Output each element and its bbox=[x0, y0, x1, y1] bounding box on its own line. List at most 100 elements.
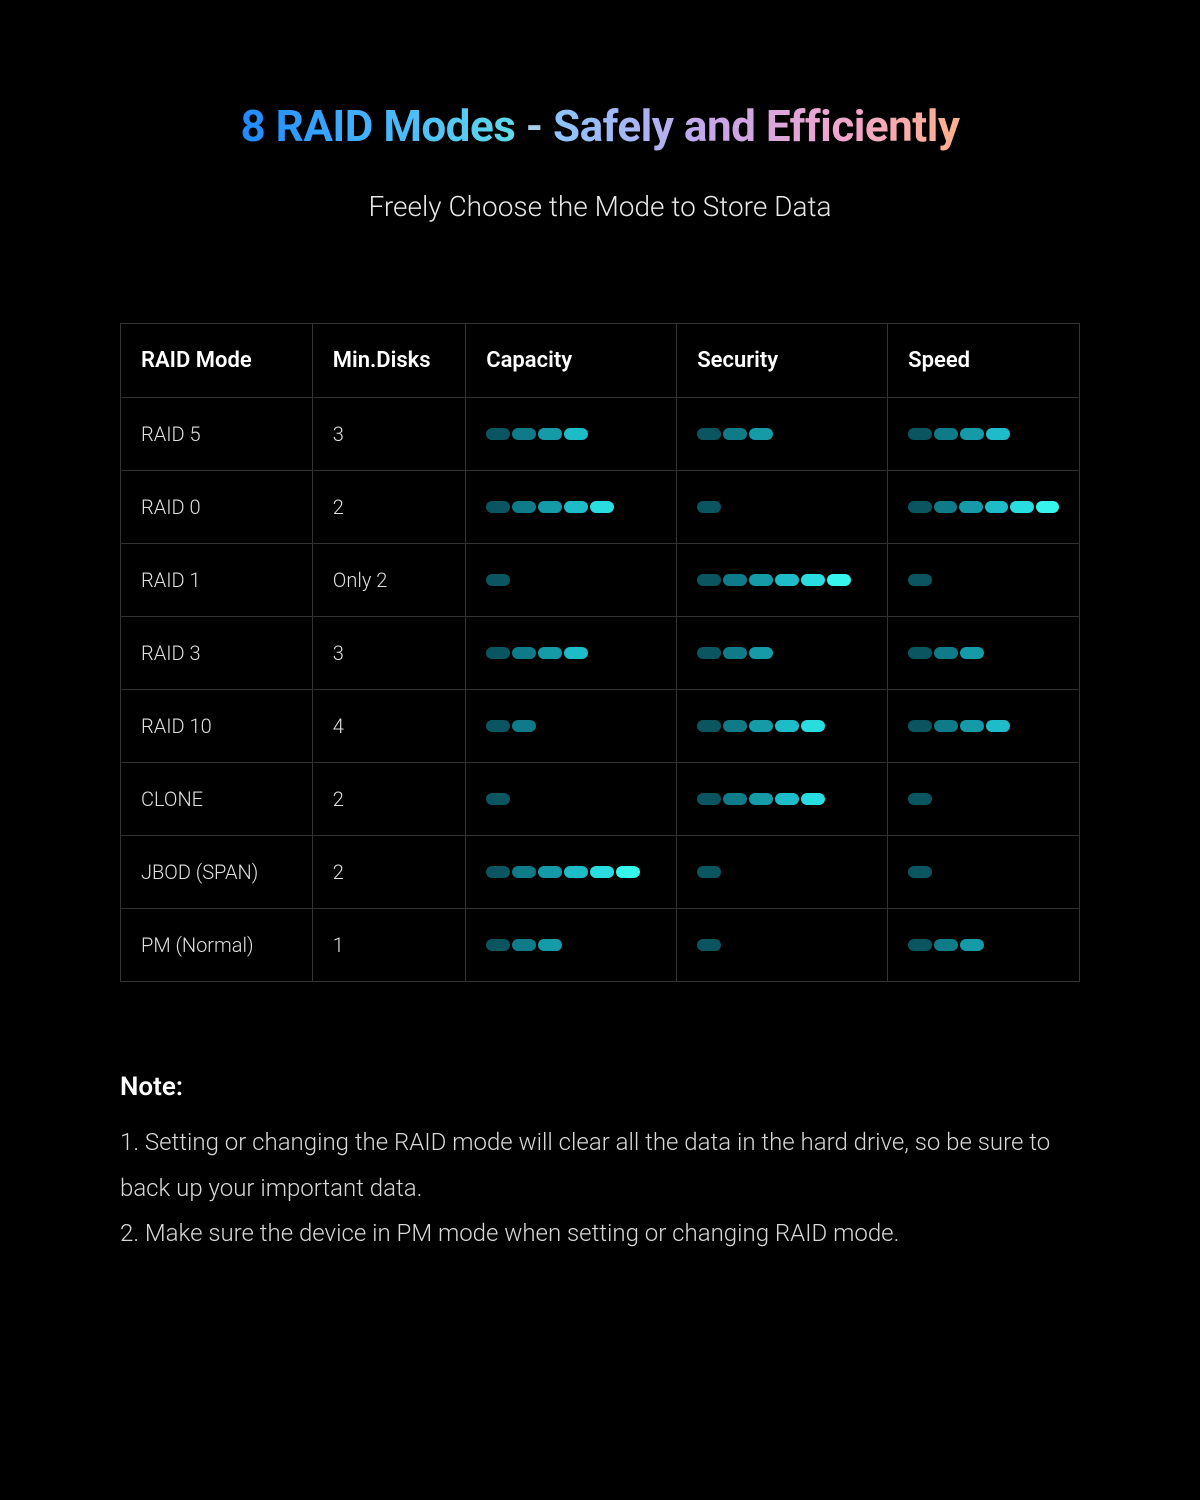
cell-security bbox=[677, 909, 888, 982]
rating-segment bbox=[801, 574, 825, 586]
col-header-capacity: Capacity bbox=[466, 324, 677, 398]
cell-capacity bbox=[466, 471, 677, 544]
cell-mindisks: 2 bbox=[312, 836, 465, 909]
rating-segment bbox=[723, 574, 747, 586]
cell-security bbox=[677, 398, 888, 471]
cell-mindisks: 2 bbox=[312, 471, 465, 544]
raid-modes-table: RAID Mode Min.Disks Capacity Security Sp… bbox=[120, 323, 1080, 982]
rating-bar bbox=[486, 720, 656, 732]
cell-mindisks: 4 bbox=[312, 690, 465, 763]
rating-bar bbox=[908, 574, 1059, 586]
rating-segment bbox=[986, 428, 1010, 440]
cell-mode: RAID 5 bbox=[121, 398, 313, 471]
rating-segment bbox=[775, 793, 799, 805]
rating-segment bbox=[538, 647, 562, 659]
rating-segment bbox=[486, 574, 510, 586]
rating-segment bbox=[908, 720, 932, 732]
rating-segment bbox=[960, 939, 984, 951]
rating-bar bbox=[908, 866, 1059, 878]
cell-speed bbox=[888, 690, 1080, 763]
rating-segment bbox=[486, 939, 510, 951]
cell-capacity bbox=[466, 398, 677, 471]
rating-segment bbox=[960, 720, 984, 732]
rating-bar bbox=[486, 793, 656, 805]
cell-mindisks: 2 bbox=[312, 763, 465, 836]
rating-segment bbox=[934, 720, 958, 732]
table-row: RAID 104 bbox=[121, 690, 1080, 763]
notes-line-2: 2. Make sure the device in PM mode when … bbox=[120, 1211, 1080, 1257]
cell-mode: JBOD (SPAN) bbox=[121, 836, 313, 909]
rating-segment bbox=[934, 647, 958, 659]
rating-segment bbox=[590, 501, 614, 513]
rating-segment bbox=[723, 793, 747, 805]
rating-segment bbox=[775, 574, 799, 586]
cell-speed bbox=[888, 544, 1080, 617]
rating-segment bbox=[697, 720, 721, 732]
cell-mode: PM (Normal) bbox=[121, 909, 313, 982]
rating-segment bbox=[486, 647, 510, 659]
rating-segment bbox=[616, 866, 640, 878]
cell-capacity bbox=[466, 763, 677, 836]
cell-speed bbox=[888, 617, 1080, 690]
rating-segment bbox=[959, 501, 982, 513]
rating-segment bbox=[723, 647, 747, 659]
cell-mode: RAID 1 bbox=[121, 544, 313, 617]
notes-section: Note: 1. Setting or changing the RAID mo… bbox=[120, 1072, 1080, 1257]
table-row: CLONE2 bbox=[121, 763, 1080, 836]
cell-mode: RAID 10 bbox=[121, 690, 313, 763]
cell-security bbox=[677, 617, 888, 690]
rating-segment bbox=[486, 720, 510, 732]
rating-segment bbox=[486, 866, 510, 878]
cell-capacity bbox=[466, 617, 677, 690]
rating-segment bbox=[486, 428, 510, 440]
rating-bar bbox=[697, 501, 867, 513]
rating-segment bbox=[538, 866, 562, 878]
rating-bar bbox=[486, 939, 656, 951]
cell-mindisks: 3 bbox=[312, 398, 465, 471]
rating-segment bbox=[908, 574, 932, 586]
rating-bar bbox=[697, 428, 867, 440]
notes-line-1: 1. Setting or changing the RAID mode wil… bbox=[120, 1120, 1080, 1211]
rating-segment bbox=[934, 939, 958, 951]
title-part2: Safely and Efficiently bbox=[553, 100, 959, 152]
rating-segment bbox=[908, 501, 931, 513]
cell-security bbox=[677, 471, 888, 544]
cell-speed bbox=[888, 471, 1080, 544]
rating-segment bbox=[697, 866, 721, 878]
table-row: RAID 1Only 2 bbox=[121, 544, 1080, 617]
infographic-container: 8 RAID Modes - Safely and Efficiently Fr… bbox=[0, 0, 1200, 1500]
rating-bar bbox=[697, 939, 867, 951]
rating-segment bbox=[985, 501, 1008, 513]
rating-bar bbox=[486, 428, 656, 440]
cell-speed bbox=[888, 763, 1080, 836]
rating-segment bbox=[697, 501, 721, 513]
cell-mode: RAID 3 bbox=[121, 617, 313, 690]
rating-segment bbox=[986, 720, 1010, 732]
rating-bar bbox=[697, 574, 867, 586]
table-row: RAID 53 bbox=[121, 398, 1080, 471]
rating-segment bbox=[749, 647, 773, 659]
cell-speed bbox=[888, 909, 1080, 982]
col-header-security: Security bbox=[677, 324, 888, 398]
cell-capacity bbox=[466, 690, 677, 763]
rating-bar bbox=[908, 501, 1059, 513]
rating-bar bbox=[697, 866, 867, 878]
rating-segment bbox=[697, 939, 721, 951]
rating-bar bbox=[908, 647, 1059, 659]
table-row: JBOD (SPAN)2 bbox=[121, 836, 1080, 909]
rating-segment bbox=[908, 939, 932, 951]
rating-segment bbox=[564, 647, 588, 659]
cell-security bbox=[677, 544, 888, 617]
cell-capacity bbox=[466, 544, 677, 617]
cell-security bbox=[677, 690, 888, 763]
rating-bar bbox=[697, 720, 867, 732]
table-row: PM (Normal)1 bbox=[121, 909, 1080, 982]
rating-segment bbox=[564, 501, 588, 513]
rating-segment bbox=[908, 793, 932, 805]
rating-bar bbox=[486, 647, 656, 659]
rating-segment bbox=[723, 428, 747, 440]
rating-segment bbox=[512, 720, 536, 732]
rating-segment bbox=[512, 428, 536, 440]
rating-segment bbox=[801, 720, 825, 732]
rating-segment bbox=[908, 647, 932, 659]
